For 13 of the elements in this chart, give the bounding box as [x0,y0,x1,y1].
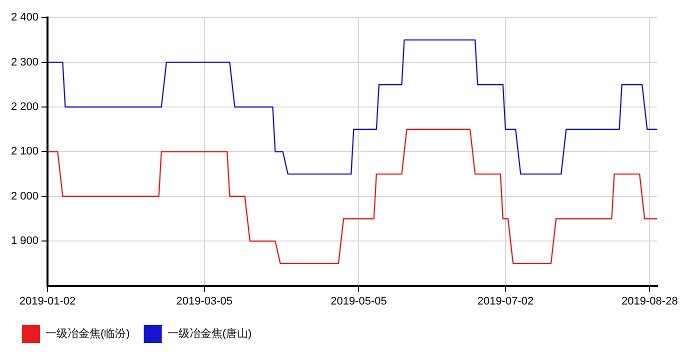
x-tick-label: 2019-08-28 [622,295,678,308]
y-tick-label: 1 900 [10,235,39,248]
y-tick-label: 2 100 [10,146,39,158]
y-tick-label: 2 200 [10,101,39,114]
x-tick-label: 2019-07-02 [477,295,534,308]
x-tick-label: 2019-01-02 [19,295,76,308]
legend-label: 一级冶金焦(临汾) [46,328,130,340]
x-tick-label: 2019-03-05 [176,295,233,308]
y-tick-label: 2 300 [10,56,39,68]
y-tick-label: 2 000 [10,190,39,202]
y-tick-label: 2 400 [10,12,39,24]
legend-label: 一级冶金焦(唐山) [167,327,252,340]
x-tick-label: 2019-05-05 [330,295,387,308]
